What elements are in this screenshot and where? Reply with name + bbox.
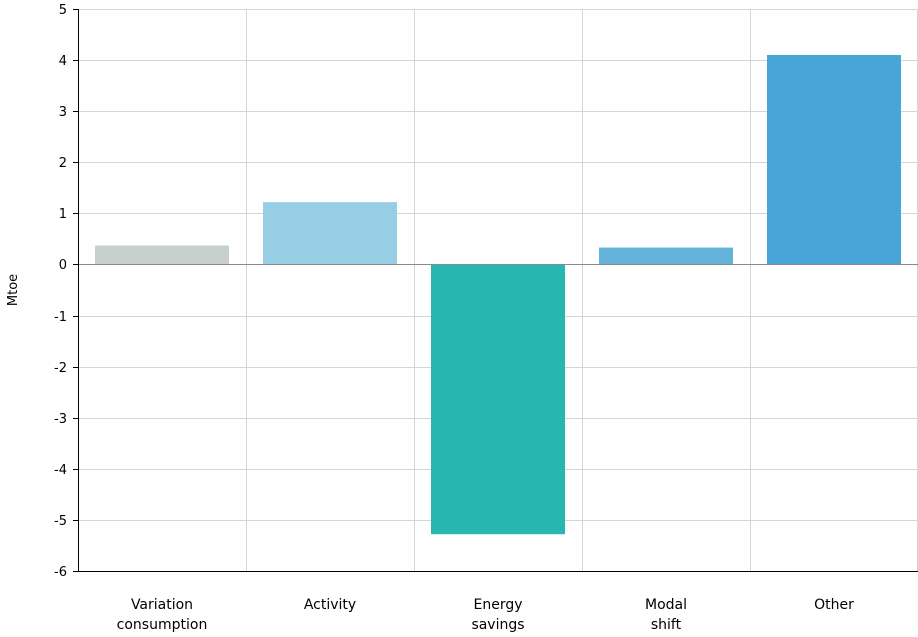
bar xyxy=(767,54,901,265)
y-tick-label: 5 xyxy=(59,3,67,18)
y-axis-title: Mtoe xyxy=(6,274,21,306)
y-tick-label: 1 xyxy=(59,207,67,222)
y-tick-label: -1 xyxy=(54,310,67,325)
y-tick-label: -3 xyxy=(54,412,67,427)
axes xyxy=(73,9,918,572)
bar xyxy=(95,245,229,265)
y-tick-label: 2 xyxy=(59,156,67,171)
y-tick-label: -4 xyxy=(54,463,67,478)
y-tick-label: -2 xyxy=(54,361,67,376)
y-tick-label: 0 xyxy=(59,258,67,273)
y-tick-label: -5 xyxy=(54,514,67,529)
bar xyxy=(431,264,565,535)
x-tick-label: Energy savings xyxy=(471,597,524,633)
x-tick-label: Modal shift xyxy=(645,597,687,633)
bar xyxy=(263,202,397,265)
y-tick-label: -6 xyxy=(54,565,67,580)
y-tick-label: 3 xyxy=(59,105,67,120)
labels: 5 4 3 2 1 0 -1 -2 -3 -4 -5 -6 Variation consumption Ac… xyxy=(54,3,854,633)
x-tick-label: Activity xyxy=(304,597,356,613)
y-tick-label: 4 xyxy=(59,54,67,69)
bar xyxy=(599,247,733,265)
x-tick-label: Other xyxy=(814,597,854,613)
bars xyxy=(95,54,901,535)
x-tick-label: Variation consumption xyxy=(117,597,208,633)
